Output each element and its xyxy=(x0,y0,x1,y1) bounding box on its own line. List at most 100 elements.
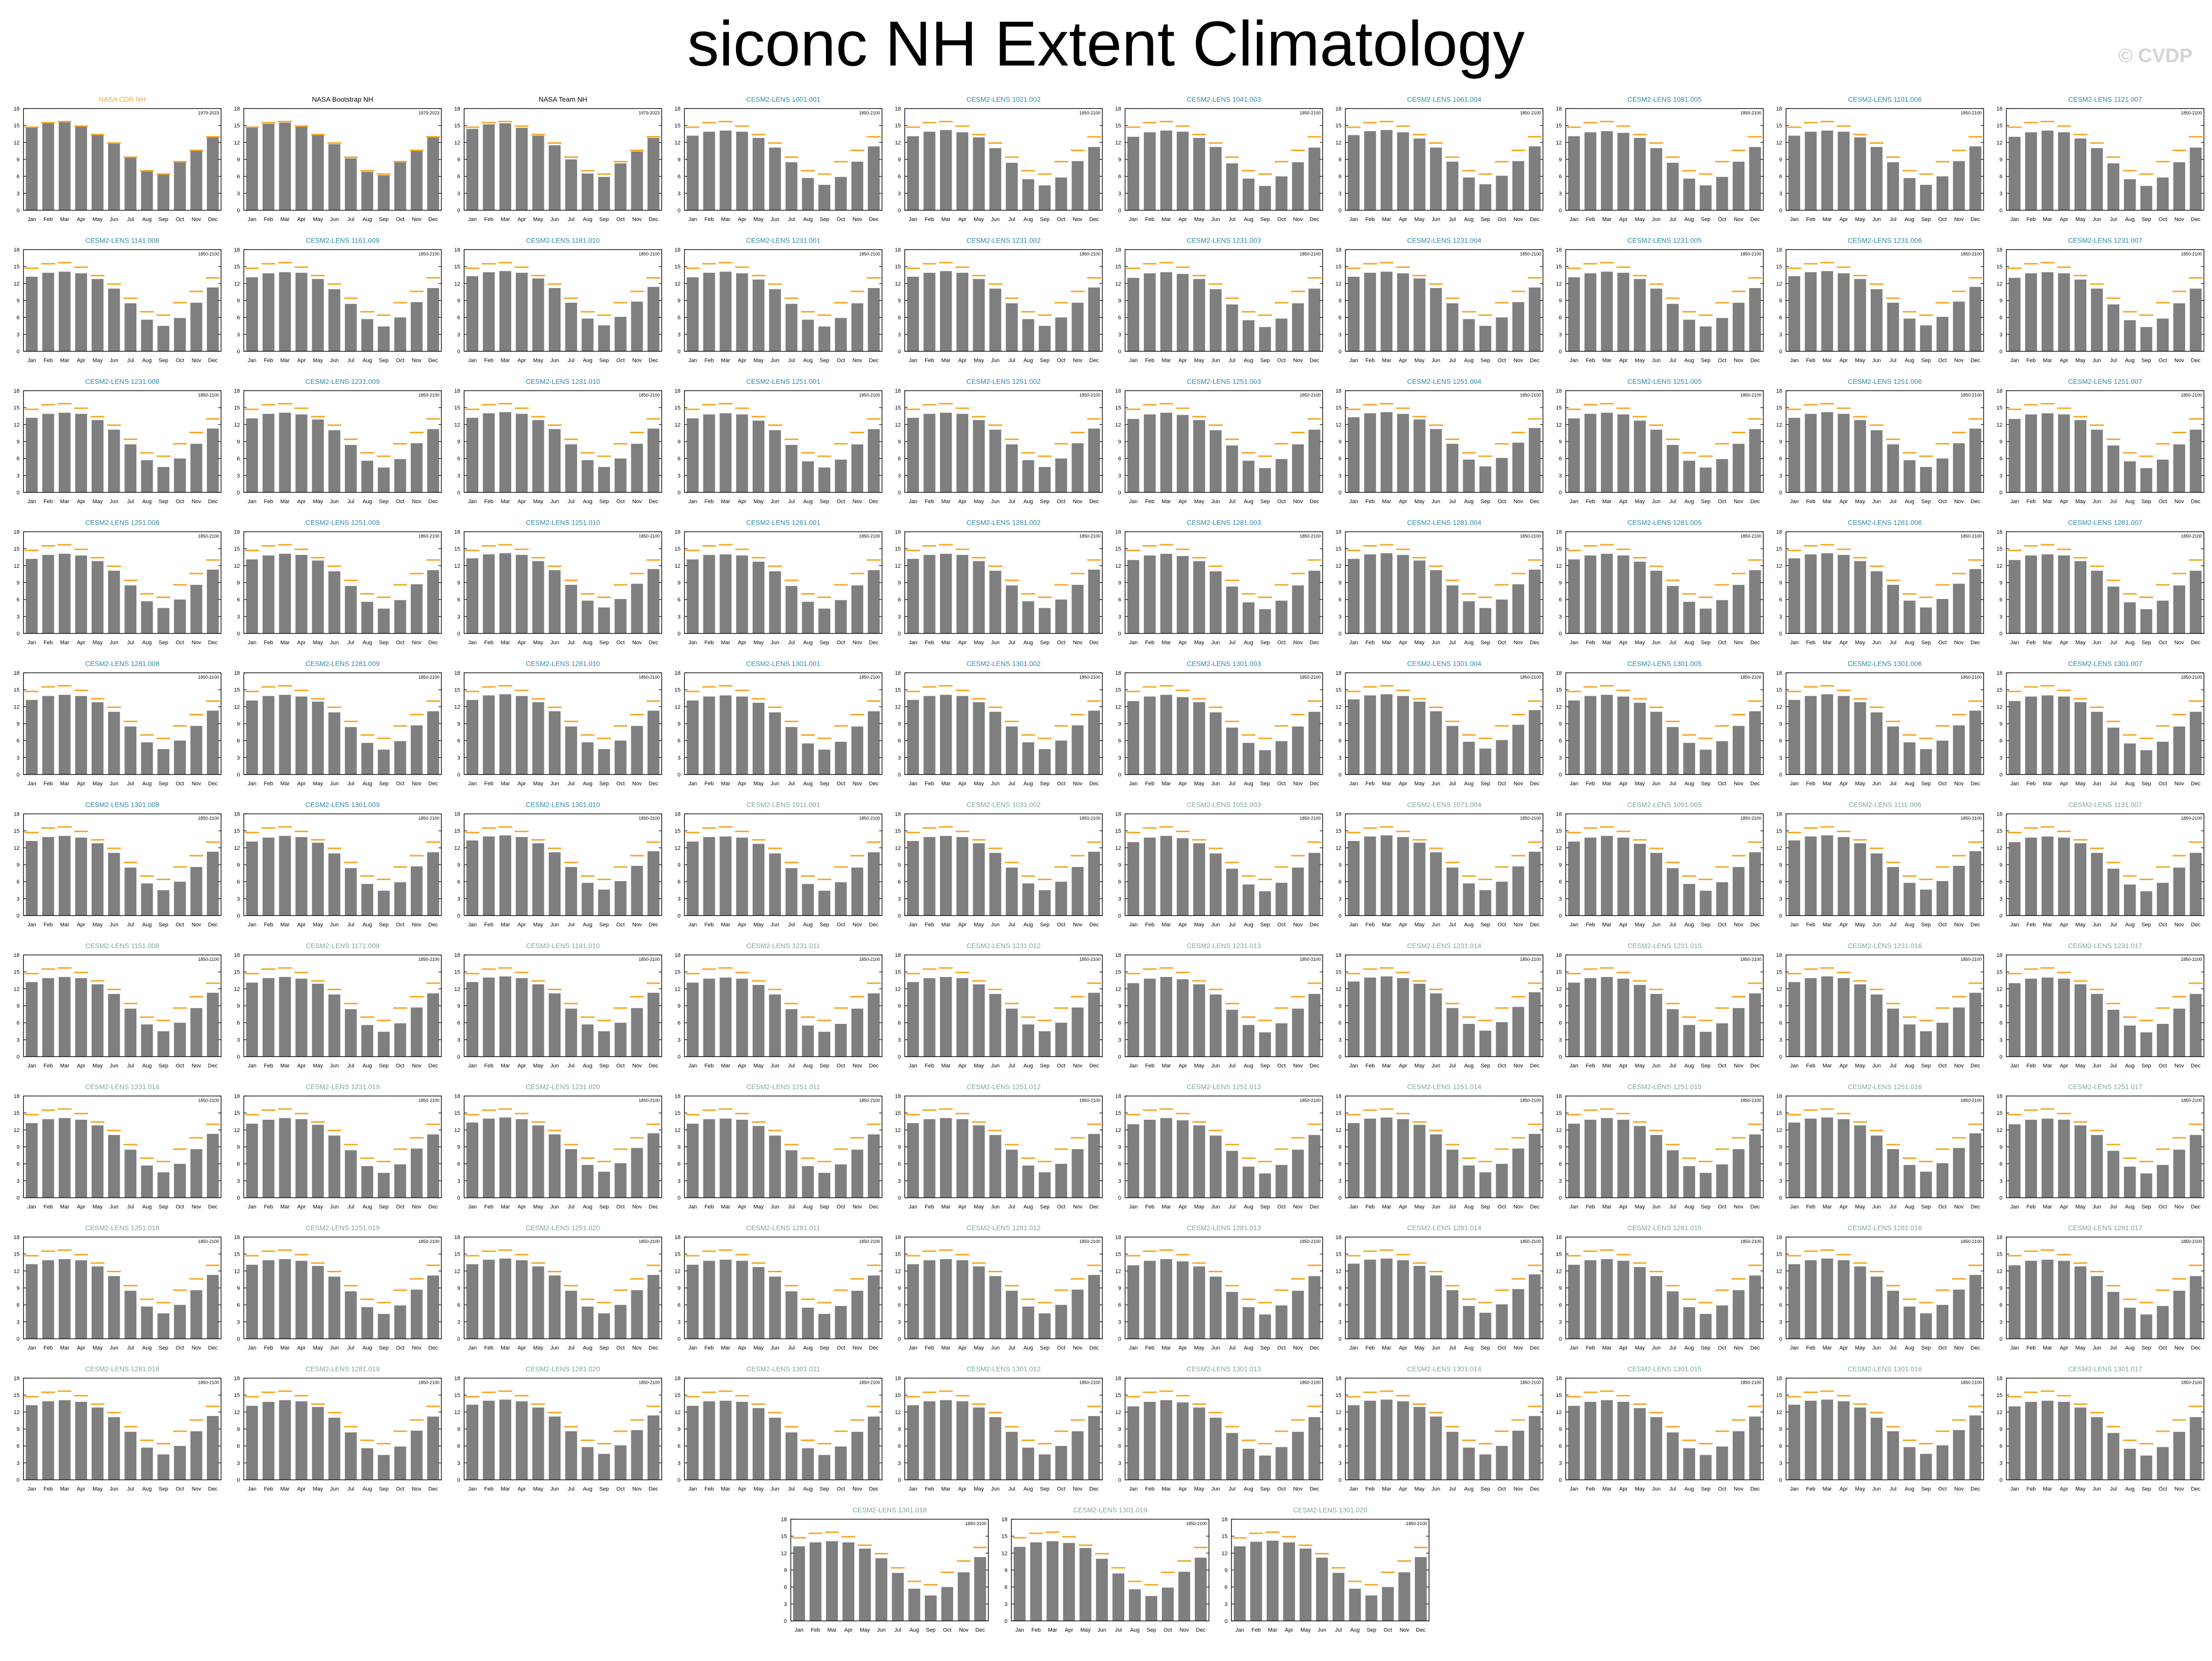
bar xyxy=(565,585,577,634)
y-tick-label: 9 xyxy=(1118,1145,1121,1151)
x-tick-label: Feb xyxy=(925,499,934,505)
y-tick-label: 18 xyxy=(1996,812,2002,818)
x-tick-label: Jul xyxy=(347,1063,354,1069)
bar xyxy=(2173,303,2186,352)
y-tick-label: 0 xyxy=(1339,490,1341,496)
panel-period: 1850-2100 xyxy=(198,675,219,680)
x-tick-label: Oct xyxy=(1497,217,1506,222)
x-tick-label: Dec xyxy=(1530,499,1540,505)
y-tick-label: 18 xyxy=(454,530,460,535)
bar xyxy=(703,1119,715,1198)
y-tick-label: 3 xyxy=(457,191,460,197)
bar xyxy=(515,1119,528,1198)
y-tick-label: 12 xyxy=(1776,422,1782,428)
y-tick-label: 0 xyxy=(1118,1054,1121,1060)
bar xyxy=(295,126,308,210)
y-tick-label: 3 xyxy=(1779,332,1782,338)
bar xyxy=(157,467,170,492)
y-tick-label: 3 xyxy=(1999,755,2002,761)
bar xyxy=(427,1134,439,1198)
y-tick-label: 6 xyxy=(1559,456,1562,462)
y-tick-label: 15 xyxy=(1996,1110,2002,1116)
x-tick-label: Feb xyxy=(2027,1063,2036,1069)
y-tick-label: 3 xyxy=(1118,1178,1121,1184)
y-tick-label: 6 xyxy=(237,1161,240,1167)
y-tick-label: 12 xyxy=(14,422,20,428)
y-tick-label: 3 xyxy=(17,1319,20,1325)
y-tick-label: 18 xyxy=(14,530,20,535)
bar xyxy=(394,162,406,210)
bar xyxy=(1209,430,1222,492)
bar xyxy=(1699,326,1712,352)
chart-panel: CESM2-LENS 1301.0011850-21000369121518Ja… xyxy=(674,660,883,787)
panel-title: CESM2-LENS 1301.002 xyxy=(966,660,1041,667)
bar xyxy=(1242,602,1255,634)
bar xyxy=(1788,1122,1800,1198)
bar xyxy=(835,882,847,916)
bar xyxy=(1226,1151,1238,1198)
y-tick-label: 3 xyxy=(1999,614,2002,620)
x-tick-label: Jan xyxy=(688,781,697,787)
y-tick-label: 15 xyxy=(454,970,460,975)
y-tick-label: 3 xyxy=(677,614,680,620)
bar xyxy=(2190,711,2202,775)
bar xyxy=(1479,326,1492,352)
bar xyxy=(2025,555,2037,634)
x-tick-label: Jun xyxy=(110,358,118,364)
bar xyxy=(1072,1149,1084,1198)
y-tick-label: 9 xyxy=(1999,580,2002,586)
x-tick-label: Dec xyxy=(1750,1204,1760,1210)
x-tick-label: Nov xyxy=(632,499,642,505)
x-tick-label: Feb xyxy=(1806,499,1815,505)
bar xyxy=(2140,1032,2152,1057)
y-tick-label: 6 xyxy=(1999,174,2002,180)
x-tick-label: Jan xyxy=(247,358,256,364)
bar xyxy=(1193,1125,1206,1198)
x-tick-label: Aug xyxy=(1905,640,1915,646)
bar xyxy=(1821,271,1833,352)
y-tick-label: 0 xyxy=(1779,631,1782,637)
panel-title: CESM2-LENS 1231.018 xyxy=(85,1083,159,1091)
x-tick-label: Apr xyxy=(958,1204,966,1210)
bar xyxy=(1936,317,1948,352)
x-tick-label: Sep xyxy=(1260,358,1270,364)
bar xyxy=(1496,1164,1508,1198)
x-tick-label: Oct xyxy=(837,1204,845,1210)
x-tick-label: Jan xyxy=(1790,499,1799,505)
x-tick-label: Aug xyxy=(1464,781,1474,787)
bar xyxy=(1039,608,1051,634)
y-tick-label: 18 xyxy=(234,1235,240,1240)
bar xyxy=(1805,272,1817,352)
y-tick-label: 15 xyxy=(1996,123,2002,129)
bar xyxy=(1177,838,1189,916)
y-tick-label: 3 xyxy=(1559,1178,1562,1184)
bar xyxy=(1617,555,1630,634)
y-tick-label: 15 xyxy=(1336,687,1341,693)
bar xyxy=(59,695,71,775)
y-tick-label: 12 xyxy=(454,704,460,710)
bar xyxy=(989,994,1002,1057)
y-tick-label: 9 xyxy=(1559,1145,1562,1151)
x-tick-label: Aug xyxy=(142,217,152,222)
bar xyxy=(956,696,968,775)
x-tick-label: Nov xyxy=(192,1204,201,1210)
bar xyxy=(2074,984,2087,1057)
y-tick-label: 9 xyxy=(1559,298,1562,304)
bar xyxy=(207,851,219,916)
x-tick-label: Sep xyxy=(1480,640,1490,646)
y-tick-label: 18 xyxy=(674,812,680,818)
y-tick-label: 15 xyxy=(234,970,240,975)
x-tick-label: Jan xyxy=(247,1063,256,1069)
chart-panel: CESM2-LENS 1111.0061850-21000369121518Ja… xyxy=(1776,801,1984,928)
panel-period: 1850-2100 xyxy=(859,675,880,680)
bar xyxy=(262,124,275,210)
y-tick-label: 12 xyxy=(1996,422,2002,428)
bar xyxy=(1788,840,1800,916)
bar xyxy=(1699,467,1712,492)
x-tick-label: Jan xyxy=(1569,640,1578,646)
bar xyxy=(923,837,936,916)
bar xyxy=(1177,697,1189,775)
chart-panel: CESM2-LENS 1151.0081850-21000369121518Ja… xyxy=(14,942,222,1069)
bar xyxy=(2009,1124,2021,1198)
y-tick-label: 0 xyxy=(1559,490,1562,496)
